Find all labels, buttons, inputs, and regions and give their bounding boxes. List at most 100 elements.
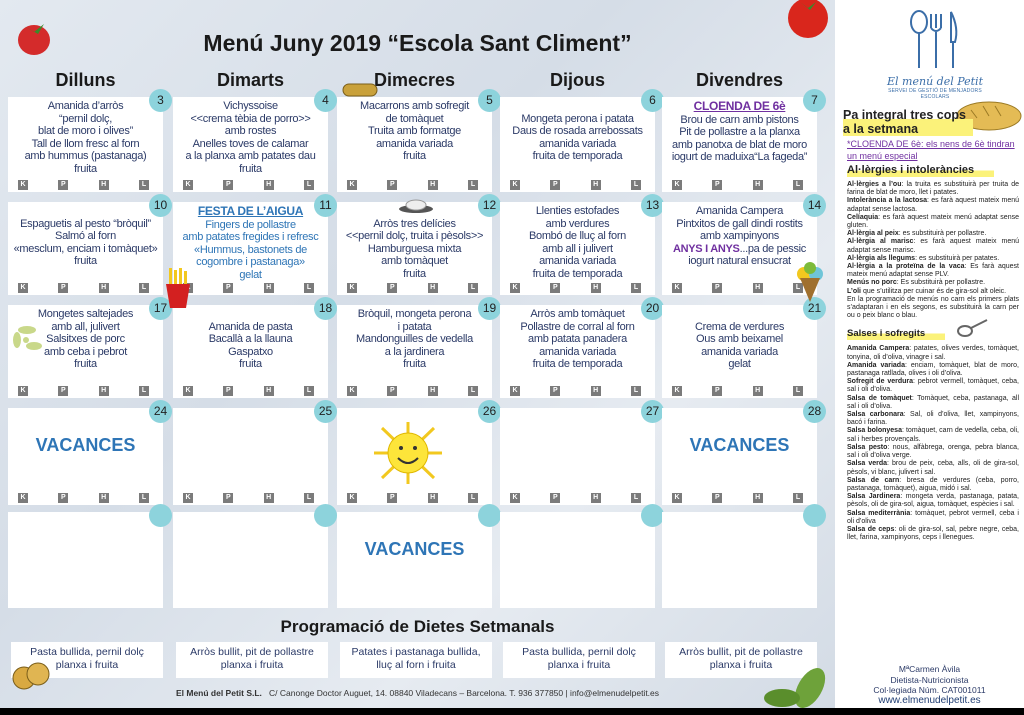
menu-text: Arròs tres delícies (373, 217, 456, 230)
footer-company: El Menú del Petit S.L. (175, 688, 262, 698)
menu-line: Amanida de pasta (173, 321, 328, 334)
menu-text: fruita (403, 150, 426, 162)
badge-l: L (630, 283, 641, 293)
day-number: 28 (803, 400, 826, 423)
menu-line: Tall de llom fresc al forn (8, 138, 163, 151)
menu-text: «Hummus, bastonets de (194, 243, 307, 256)
menu-line: Arròs tres delícies (337, 218, 492, 231)
menu-line: fruita (173, 358, 328, 371)
menu-text: amb patata panadera (528, 333, 627, 345)
day-number (478, 504, 501, 527)
menu-line: Pollastre de corral al forn (500, 321, 655, 334)
menu-text: Brou de carn amb pistons (680, 113, 799, 126)
menu-line: iogurt de maduixa“La fageda” (662, 151, 817, 164)
menu-line: amanida variada (500, 138, 655, 151)
day-cell-6: 6 Mongeta perona i patata Daus de rosada … (500, 89, 664, 192)
pasta-icon (342, 83, 378, 97)
info-label: Al·lèrgies a l’ou (847, 181, 902, 188)
menu-text: Salmó al forn (55, 230, 116, 242)
badge-h: H (590, 493, 601, 503)
badge-h: H (98, 386, 109, 396)
info-text: que s’utilitza per cuinar és de gira-sol… (861, 287, 1007, 295)
info-text: : Es farà aquest mateix menú adaptat sen… (847, 263, 1019, 279)
day-header-dijous: Dijous (549, 70, 605, 90)
badge-k: K (18, 180, 28, 190)
badge-h: H (98, 283, 109, 293)
menu-line: fruita de temporada (500, 268, 655, 281)
info-label: Al·lèrgia al marisc (847, 238, 914, 246)
badge-k: K (347, 493, 357, 503)
menu-text: amb patates fregides i refresc (182, 231, 319, 243)
menu-text: Truita amb formatge (368, 125, 461, 137)
badge-l: L (138, 180, 149, 190)
menu-line: Bombó de lluç al forn (500, 230, 655, 243)
menu-text: blat de moro i olives” (38, 125, 133, 137)
menu-line: amb xampinyons (662, 230, 817, 243)
menu-text: amb tomàquet (381, 255, 448, 267)
badge-h: H (427, 180, 438, 190)
menu-text: fruita (74, 162, 97, 175)
menu-line: amanida variada (500, 255, 655, 268)
menu-line: Macarrons amb sofregit (337, 100, 492, 113)
salses-title: Salses i sofregits (847, 327, 946, 341)
pa-integral-note: Pa integral tres cops a la setmana (843, 108, 973, 136)
menu-text: «mesclum, enciam i tomàquet» (13, 242, 158, 255)
menu-text: fruita (74, 358, 97, 370)
page-title: Menú Juny 2019 “Escola Sant Climent” (203, 30, 632, 56)
menu-line: amb patates fregides i refresc (173, 231, 328, 244)
menu-line: FESTA DE L’AIGUA (173, 205, 328, 219)
day-number: 10 (149, 194, 172, 217)
day-cell-11: 11 FESTA DE L’AIGUA Fingers de pollastre am… (173, 194, 337, 295)
day-cell-20: 20 Arròs amb tomàquet Pollastre de corral … (500, 297, 664, 398)
badge-k: K (510, 283, 520, 293)
day-number: 20 (641, 297, 664, 320)
diet-line: Patates i pastanaga bullida, (351, 646, 481, 658)
badge-h: H (263, 386, 274, 396)
day-cell-5: 5 Macarrons amb sofregit de tomàquet Truita… (337, 89, 501, 192)
menu-text: amanida variada (701, 345, 778, 358)
day-number: 14 (803, 194, 826, 217)
badge-h: H (752, 386, 763, 396)
fries-icon (166, 268, 190, 308)
sidebar-info: El menú del Petit SERVEI DE GESTIÓ DE ME… (835, 0, 1024, 708)
menu-line: Crema de verdures (662, 321, 817, 334)
badge-p: P (712, 386, 723, 396)
menu-line: amb ceba i pebrot (8, 346, 163, 359)
day-number: 24 (149, 400, 172, 423)
ice-cream-icon (797, 262, 823, 302)
day-cell (500, 504, 664, 608)
footer-address: C/ Canonge Doctor Auguet, 14. 08840 Vila… (269, 688, 660, 698)
info-item: Salsa verda: brou de peix, ceba, alls, o… (847, 460, 1019, 476)
info-text: : pebrot vermell, tomàquet, ceba, sal i … (847, 378, 1019, 394)
diet-line: planxa i fruita (55, 659, 119, 671)
menu-text: amb all i julivert (542, 242, 613, 255)
menu-text: ANYS I ANYS (672, 242, 740, 255)
badge-p: P (550, 386, 561, 396)
badge-p: P (550, 283, 561, 293)
badge-l: L (303, 180, 314, 190)
diet-line: lluç al forn i fruita (376, 659, 456, 671)
day-number (641, 504, 664, 527)
menu-line: <<pernil dolç, truita i pèsols>> (337, 230, 492, 243)
website-link[interactable]: www.elmenudelpetit.es (878, 694, 981, 706)
badge-k: K (183, 386, 193, 396)
signature: MªCarmen Àvila Dietista-Nutricionista Co… (835, 664, 1024, 706)
menu-line: Amanida Campera (662, 205, 817, 218)
info-item: Celíaquia: es farà aquest mateix menú ad… (847, 214, 1019, 230)
day-cell-28: 28 VACANCES K P H L (662, 400, 826, 505)
bread-rolls-icon (12, 662, 50, 690)
menu-text: de tomàquet (385, 112, 444, 125)
day-number (149, 504, 172, 527)
badge-p: P (550, 493, 561, 503)
day-number: 12 (478, 194, 501, 217)
menu-text: ...pa de pessic (739, 242, 807, 255)
salses-header: Salses i sofregits (845, 319, 1019, 341)
info-text: : Es substituirà per pollastre. (896, 279, 986, 287)
menu-text: FESTA DE L’AIGUA (197, 204, 304, 218)
